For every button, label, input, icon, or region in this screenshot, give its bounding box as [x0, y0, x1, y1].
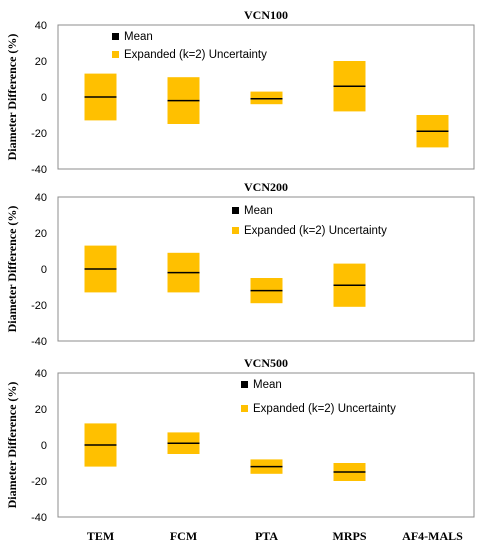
legend-mean-swatch	[241, 381, 248, 388]
legend-mean-label: Mean	[124, 31, 153, 43]
plot-area-3	[57, 372, 475, 518]
y-tick-label: -20	[31, 300, 47, 312]
x-tick-label: FCM	[170, 529, 197, 543]
legend-uncertainty-swatch	[232, 227, 239, 234]
legend-mean-swatch	[112, 33, 119, 40]
legend-mean-label: Mean	[244, 205, 273, 217]
y-tick-label: 40	[35, 192, 47, 204]
chart-title-3: VCN500	[244, 356, 288, 370]
plot-area-1	[57, 24, 475, 170]
legend-mean-swatch	[232, 207, 239, 214]
y-tick-label: -40	[31, 336, 47, 348]
x-tick-label: PTA	[255, 529, 278, 543]
y-tick-label: 0	[41, 440, 47, 452]
y-tick-label: -20	[31, 128, 47, 140]
legend-uncertainty-swatch	[241, 405, 248, 412]
y-tick-label: 0	[41, 92, 47, 104]
legend-uncertainty-label: Expanded (k=2) Uncertainty	[124, 49, 267, 61]
y-axis-label: Diameter Difference (%)	[5, 206, 19, 333]
legend-uncertainty-swatch	[112, 51, 119, 58]
x-tick-label: AF4-MALS	[402, 529, 463, 543]
legend-uncertainty-label: Expanded (k=2) Uncertainty	[244, 225, 387, 237]
x-tick-label: MRPS	[333, 529, 367, 543]
y-tick-label: 20	[35, 228, 47, 240]
y-axis-label: Diameter Difference (%)	[5, 34, 19, 161]
chart-title-1: VCN100	[244, 8, 288, 22]
y-tick-label: 0	[41, 264, 47, 276]
y-tick-label: 40	[35, 368, 47, 380]
y-axis-label: Diameter Difference (%)	[5, 382, 19, 509]
y-tick-label: 20	[35, 56, 47, 68]
x-tick-label: TEM	[87, 529, 114, 543]
y-tick-label: -40	[31, 164, 47, 176]
y-tick-label: -40	[31, 512, 47, 524]
legend-uncertainty-label: Expanded (k=2) Uncertainty	[253, 403, 396, 415]
y-tick-label: 20	[35, 404, 47, 416]
uncertainty-bar-pta	[250, 91, 283, 105]
y-tick-label: -20	[31, 476, 47, 488]
legend-mean-label: Mean	[253, 379, 282, 391]
plot-area-2	[57, 196, 475, 342]
chart-title-2: VCN200	[244, 180, 288, 194]
y-tick-label: 40	[35, 20, 47, 32]
